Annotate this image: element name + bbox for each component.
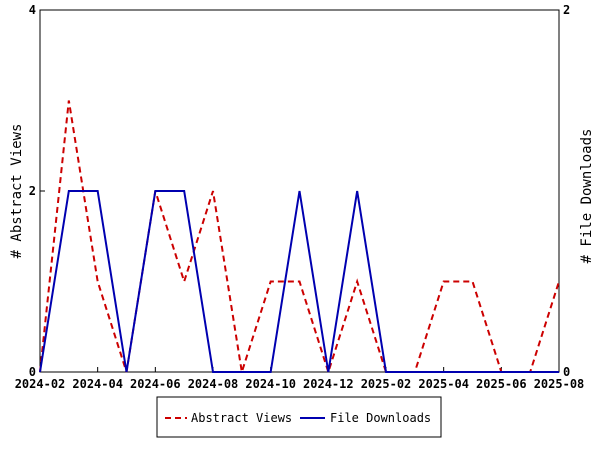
legend-box <box>156 396 442 438</box>
x-tick-label: 2024-06 <box>130 377 181 391</box>
x-tick-label: 2025-08 <box>534 377 585 391</box>
y2-axis-title: # File Downloads <box>579 129 595 264</box>
x-tick-label: 2024-04 <box>72 377 123 391</box>
x-tick-label: 2025-02 <box>361 377 412 391</box>
y2-tick-label: 2 <box>563 3 570 17</box>
y-tick-label: 4 <box>29 3 36 17</box>
series-line-abstract-views <box>39 100 560 376</box>
legend-label-abstract-views: Abstract Views <box>191 411 292 425</box>
legend-label-file-downloads: File Downloads <box>330 411 431 425</box>
y-tick-label: 0 <box>29 365 36 379</box>
y-tick-label: 2 <box>29 184 36 198</box>
x-tick-label: 2024-08 <box>188 377 239 391</box>
series-line-file-downloads <box>39 190 559 373</box>
y-axis-title: # Abstract Views <box>9 124 25 259</box>
x-tick-label: 2024-12 <box>303 377 354 391</box>
y2-tick-label: 0 <box>563 365 570 379</box>
ticks-layer: 2024-02 2024-04 2024-06 2024-08 2024-10 2024-… <box>15 3 585 391</box>
x-tick-label: 2024-10 <box>245 377 296 391</box>
x-tick-label: 2025-06 <box>476 377 527 391</box>
x-tick-label: 2024-02 <box>15 377 66 391</box>
series-layer <box>39 100 560 376</box>
legend: Abstract Views File Downloads <box>156 396 442 438</box>
x-tick-label: 2025-04 <box>418 377 469 391</box>
